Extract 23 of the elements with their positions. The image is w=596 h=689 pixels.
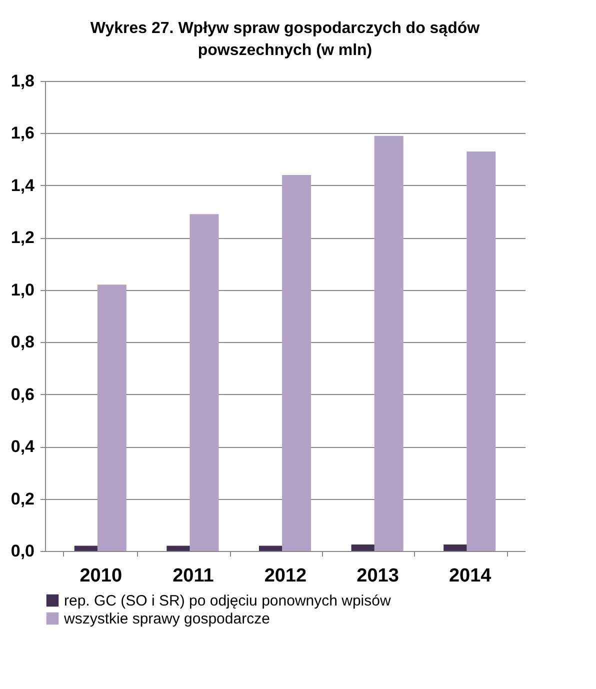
x-tick-label: 2013 xyxy=(356,566,399,586)
legend-label: rep. GC (SO i SR) po odjęciu ponownych wpisów xyxy=(64,592,391,610)
y-tick-label: 0,4 xyxy=(10,437,36,456)
y-tick-label: 0,8 xyxy=(10,332,34,352)
y-tick-label: 1,6 xyxy=(10,124,34,143)
x-tick-label: 2011 xyxy=(172,566,214,586)
y-tick-label: 0,2 xyxy=(10,489,34,508)
y-tick-label: 1,4 xyxy=(10,176,36,195)
x-tick-label: 2014 xyxy=(448,566,492,586)
chart-title: Wykres 27. Wpływ spraw gospodarczych do sądów powszechnych (w mln) xyxy=(90,20,480,59)
y-tick-label: 1,8 xyxy=(10,72,34,90)
bar xyxy=(374,136,404,551)
bar xyxy=(466,152,496,551)
bar xyxy=(190,214,219,551)
legend-label: wszystkie sprawy gospodarcze xyxy=(63,610,270,628)
x-tick-label: 2010 xyxy=(80,566,122,586)
y-tick-label: 0,0 xyxy=(10,542,34,560)
y-tick-label: 1,0 xyxy=(10,280,34,300)
x-tick-label: 2012 xyxy=(264,566,307,586)
bar xyxy=(97,284,126,551)
y-tick-label: 1,2 xyxy=(10,228,34,248)
bar xyxy=(282,175,312,551)
y-tick-label: 0,6 xyxy=(10,384,34,404)
